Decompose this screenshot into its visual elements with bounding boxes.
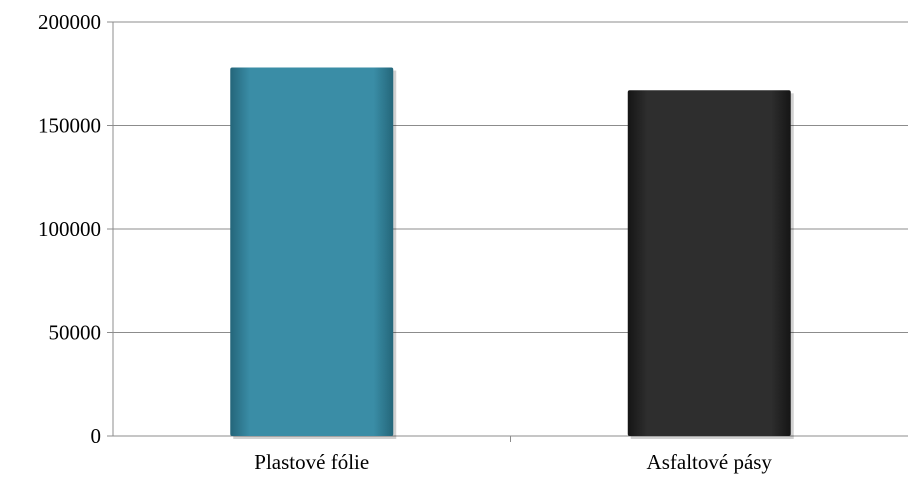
category-label: Plastové fólie — [254, 450, 369, 474]
bars — [230, 67, 794, 439]
y-tick-label: 50000 — [49, 321, 102, 345]
y-tick-label: 200000 — [38, 10, 101, 34]
bar — [230, 67, 394, 436]
y-tick-label: 100000 — [38, 217, 101, 241]
y-tick-label: 150000 — [38, 114, 101, 138]
category-label: Asfaltové pásy — [647, 450, 773, 474]
bar — [627, 90, 791, 436]
y-tick-label: 0 — [91, 424, 102, 448]
labels: 0 50000 100000 150000 200000 Plastové fólie As… — [38, 10, 772, 474]
